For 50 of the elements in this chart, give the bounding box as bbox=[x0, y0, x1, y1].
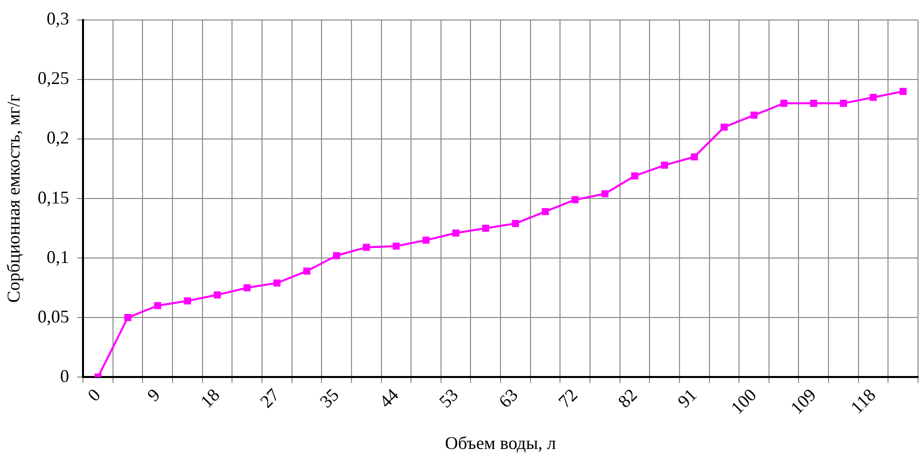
y-tick-label: 0,15 bbox=[38, 187, 70, 208]
point bbox=[870, 94, 877, 101]
point bbox=[452, 229, 460, 237]
y-tick-label: 0,1 bbox=[46, 246, 70, 267]
point bbox=[392, 242, 400, 250]
point bbox=[690, 153, 698, 160]
point bbox=[572, 196, 579, 204]
point bbox=[542, 208, 549, 216]
point bbox=[810, 100, 818, 107]
x-axis-title: Объем воды, л bbox=[445, 432, 556, 453]
x-tick-label: 118 bbox=[846, 384, 880, 418]
y-tick-label: 0,2 bbox=[46, 128, 70, 148]
x-tick-label: 72 bbox=[554, 384, 582, 412]
x-tick-label: 91 bbox=[674, 384, 701, 412]
x-tick-label: 82 bbox=[614, 384, 641, 412]
point bbox=[720, 124, 728, 131]
x-tick-label: 53 bbox=[435, 384, 462, 412]
x-tick-label: 63 bbox=[494, 384, 522, 412]
point bbox=[631, 172, 638, 180]
point bbox=[244, 284, 251, 292]
point bbox=[124, 314, 132, 322]
point bbox=[780, 100, 788, 107]
x-tick-label: 0 bbox=[84, 384, 104, 406]
y-tick-label: 0,25 bbox=[38, 68, 70, 88]
point bbox=[303, 268, 310, 275]
point bbox=[840, 100, 847, 107]
point bbox=[422, 236, 430, 244]
point bbox=[214, 291, 221, 298]
point bbox=[184, 297, 191, 304]
point bbox=[750, 112, 758, 119]
point bbox=[601, 190, 608, 198]
y-tick-label: 0 bbox=[60, 366, 70, 386]
point bbox=[362, 244, 370, 251]
y-tick-label: 0,3 bbox=[46, 8, 70, 29]
point bbox=[512, 220, 519, 228]
x-tick-label: 109 bbox=[786, 384, 820, 418]
point bbox=[900, 88, 907, 95]
x-tick-label: 9 bbox=[143, 384, 164, 406]
x-tick-label: 44 bbox=[375, 384, 402, 412]
point bbox=[333, 252, 340, 260]
x-tick-label: 100 bbox=[726, 384, 760, 418]
point bbox=[154, 302, 162, 310]
point bbox=[661, 162, 668, 169]
point bbox=[482, 224, 490, 232]
y-tick-label: 0,05 bbox=[38, 306, 70, 326]
point bbox=[273, 279, 280, 287]
x-tick-label: 18 bbox=[196, 384, 224, 412]
y-axis-title: Сорбционная емкость, мг/г bbox=[4, 94, 24, 303]
x-tick-label: 27 bbox=[256, 384, 284, 412]
x-tick-label: 35 bbox=[316, 384, 343, 412]
